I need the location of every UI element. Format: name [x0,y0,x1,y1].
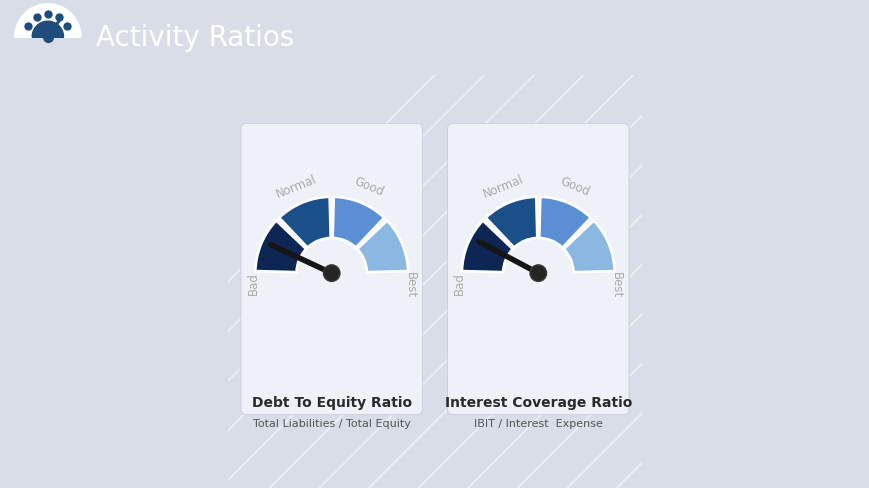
Wedge shape [357,221,408,273]
Text: Normal: Normal [274,172,318,200]
Wedge shape [539,197,590,248]
Text: Good: Good [558,175,591,199]
FancyBboxPatch shape [241,124,422,415]
Text: Good: Good [351,175,385,199]
Wedge shape [461,221,512,273]
Wedge shape [485,197,537,248]
Text: Bad: Bad [247,271,259,294]
Wedge shape [332,197,384,248]
Wedge shape [563,221,614,273]
Text: Bad: Bad [453,271,466,294]
Text: Activity Ratios: Activity Ratios [96,24,294,52]
Text: Best: Best [403,271,416,298]
Text: Total Liabilities / Total Equity: Total Liabilities / Total Equity [253,418,410,428]
Wedge shape [255,221,306,273]
Text: IBIT / Interest  Expense: IBIT / Interest Expense [474,418,602,428]
Circle shape [529,265,546,282]
Wedge shape [279,197,330,248]
FancyBboxPatch shape [447,124,628,415]
Text: Normal: Normal [480,172,525,200]
Polygon shape [15,5,81,38]
Text: Best: Best [610,271,622,298]
Text: Interest Coverage Ratio: Interest Coverage Ratio [444,395,631,409]
Circle shape [323,265,340,282]
Polygon shape [32,22,63,38]
Text: Debt To Equity Ratio: Debt To Equity Ratio [251,395,411,409]
